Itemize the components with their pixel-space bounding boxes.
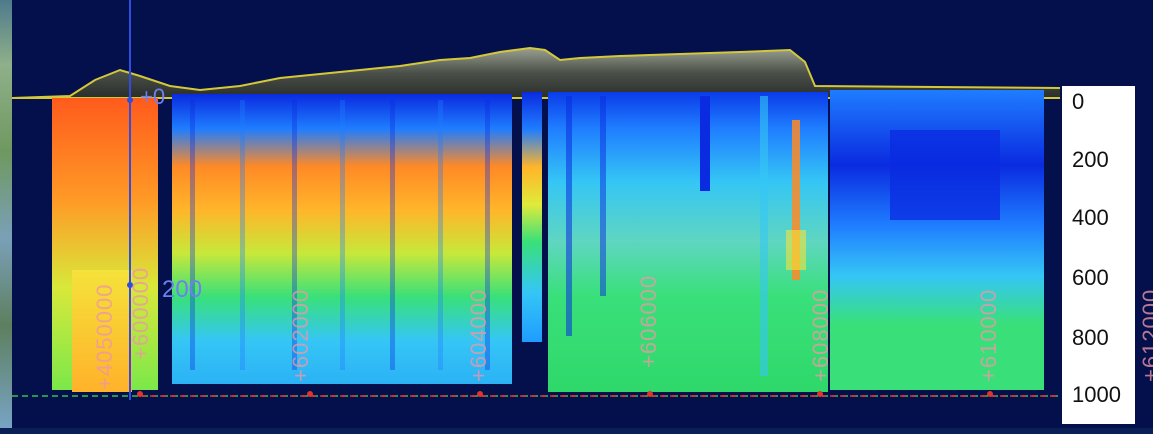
terrain-profile-line xyxy=(11,46,1061,99)
probe-top-marker xyxy=(127,97,133,103)
basemap-strip xyxy=(0,0,12,434)
depth-tick-label: 1000 xyxy=(1072,382,1121,407)
terrain-relief xyxy=(12,48,1060,98)
easting-label: +602000 xyxy=(288,288,313,382)
section-block-left-lower xyxy=(72,270,132,392)
depth-tick-label: 0 xyxy=(1072,89,1085,114)
section-strip xyxy=(522,92,542,342)
easting-label: +610000 xyxy=(976,288,1001,382)
section-block-middle xyxy=(172,94,512,384)
easting-label: +4050000 xyxy=(92,283,117,391)
depth-tick-label: 800 xyxy=(1072,325,1109,350)
probe-mid-marker xyxy=(127,282,133,288)
depth-tick-label: 400 xyxy=(1072,205,1109,230)
depth-tick-label: 200 xyxy=(1072,147,1109,172)
easting-label: +608000 xyxy=(808,288,833,382)
vertical-streaks-right xyxy=(566,96,806,376)
easting-label: +606000 xyxy=(636,274,661,368)
easting-label: +612000 xyxy=(1138,288,1153,382)
bottom-edge xyxy=(0,428,1153,434)
depth-scale-panel: 0 200 400 600 800 1000 xyxy=(1062,86,1135,424)
easting-label: +604000 xyxy=(466,288,491,382)
vertical-streaks-middle xyxy=(190,100,490,370)
station-markers xyxy=(137,391,993,397)
probe-depth-label: 200 xyxy=(162,276,203,303)
conductive-zone xyxy=(890,130,1000,220)
probe-top-label: +0 xyxy=(140,84,166,109)
easting-label: +600000 xyxy=(128,266,153,360)
section-block-right xyxy=(548,92,828,392)
depth-tick-label: 600 xyxy=(1072,265,1109,290)
